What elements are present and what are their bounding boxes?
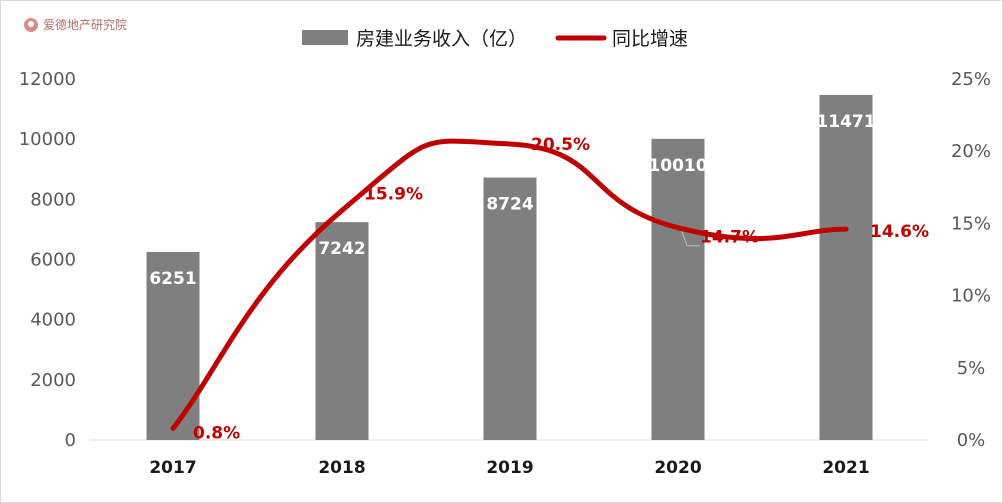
left-tick-label: 2000 bbox=[30, 370, 76, 391]
label-leader-line bbox=[679, 225, 700, 247]
bar bbox=[483, 177, 537, 441]
left-tick-label: 10000 bbox=[19, 129, 76, 150]
growth-line bbox=[170, 138, 849, 431]
x-tick-label: 2020 bbox=[654, 458, 701, 478]
growth-labels: 0.8% 15.9% 20.5% 14.7% 14.6% bbox=[193, 135, 929, 443]
growth-value-label: 20.5% bbox=[531, 135, 590, 155]
x-tick-label: 2017 bbox=[149, 458, 196, 478]
bar-value-label: 6251 bbox=[149, 269, 196, 289]
bar-labels: 6251 7242 8724 10010 11471 bbox=[149, 112, 875, 289]
bar-value-label: 8724 bbox=[486, 195, 533, 215]
growth-value-label: 0.8% bbox=[193, 423, 240, 443]
watermark: 爱德地产研究院 bbox=[24, 16, 127, 33]
bar-value-label: 10010 bbox=[648, 156, 707, 176]
x-tick-label: 2019 bbox=[486, 458, 533, 478]
legend-bar-swatch bbox=[302, 30, 348, 45]
left-axis: 0 2000 4000 6000 8000 10000 12000 bbox=[19, 69, 76, 451]
bar-value-label: 11471 bbox=[816, 112, 875, 132]
right-tick-label: 5% bbox=[957, 358, 986, 379]
legend: 房建业务收入（亿） 同比增速 bbox=[302, 28, 688, 50]
right-axis: 0% 5% 10% 15% 20% 25% bbox=[951, 69, 991, 451]
left-tick-label: 6000 bbox=[30, 250, 76, 271]
left-tick-label: 0 bbox=[65, 430, 76, 451]
right-tick-label: 15% bbox=[951, 213, 991, 234]
legend-bar-label: 房建业务收入（亿） bbox=[356, 28, 527, 50]
growth-value-label: 15.9% bbox=[364, 184, 423, 204]
left-tick-label: 8000 bbox=[30, 189, 76, 210]
bar bbox=[315, 222, 369, 440]
x-tick-label: 2018 bbox=[318, 458, 365, 478]
bar bbox=[819, 94, 873, 440]
bars bbox=[146, 94, 873, 441]
watermark-text: 爱德地产研究院 bbox=[43, 18, 128, 32]
growth-value-label: 14.7% bbox=[700, 228, 759, 248]
x-axis-labels: 2017 2018 2019 2020 2021 bbox=[149, 458, 869, 478]
x-tick-label: 2021 bbox=[822, 458, 869, 478]
bar bbox=[146, 251, 200, 440]
watermark-logo-icon bbox=[24, 17, 38, 32]
right-tick-label: 0% bbox=[957, 430, 986, 451]
growth-value-label: 14.6% bbox=[870, 222, 929, 242]
bar-value-label: 7242 bbox=[318, 239, 365, 259]
bar bbox=[651, 138, 705, 440]
right-tick-label: 10% bbox=[951, 286, 991, 307]
left-tick-label: 12000 bbox=[19, 69, 76, 90]
left-tick-label: 4000 bbox=[30, 310, 76, 331]
right-tick-label: 25% bbox=[951, 69, 991, 90]
right-tick-label: 20% bbox=[951, 141, 991, 162]
legend-line-label: 同比增速 bbox=[612, 28, 688, 50]
